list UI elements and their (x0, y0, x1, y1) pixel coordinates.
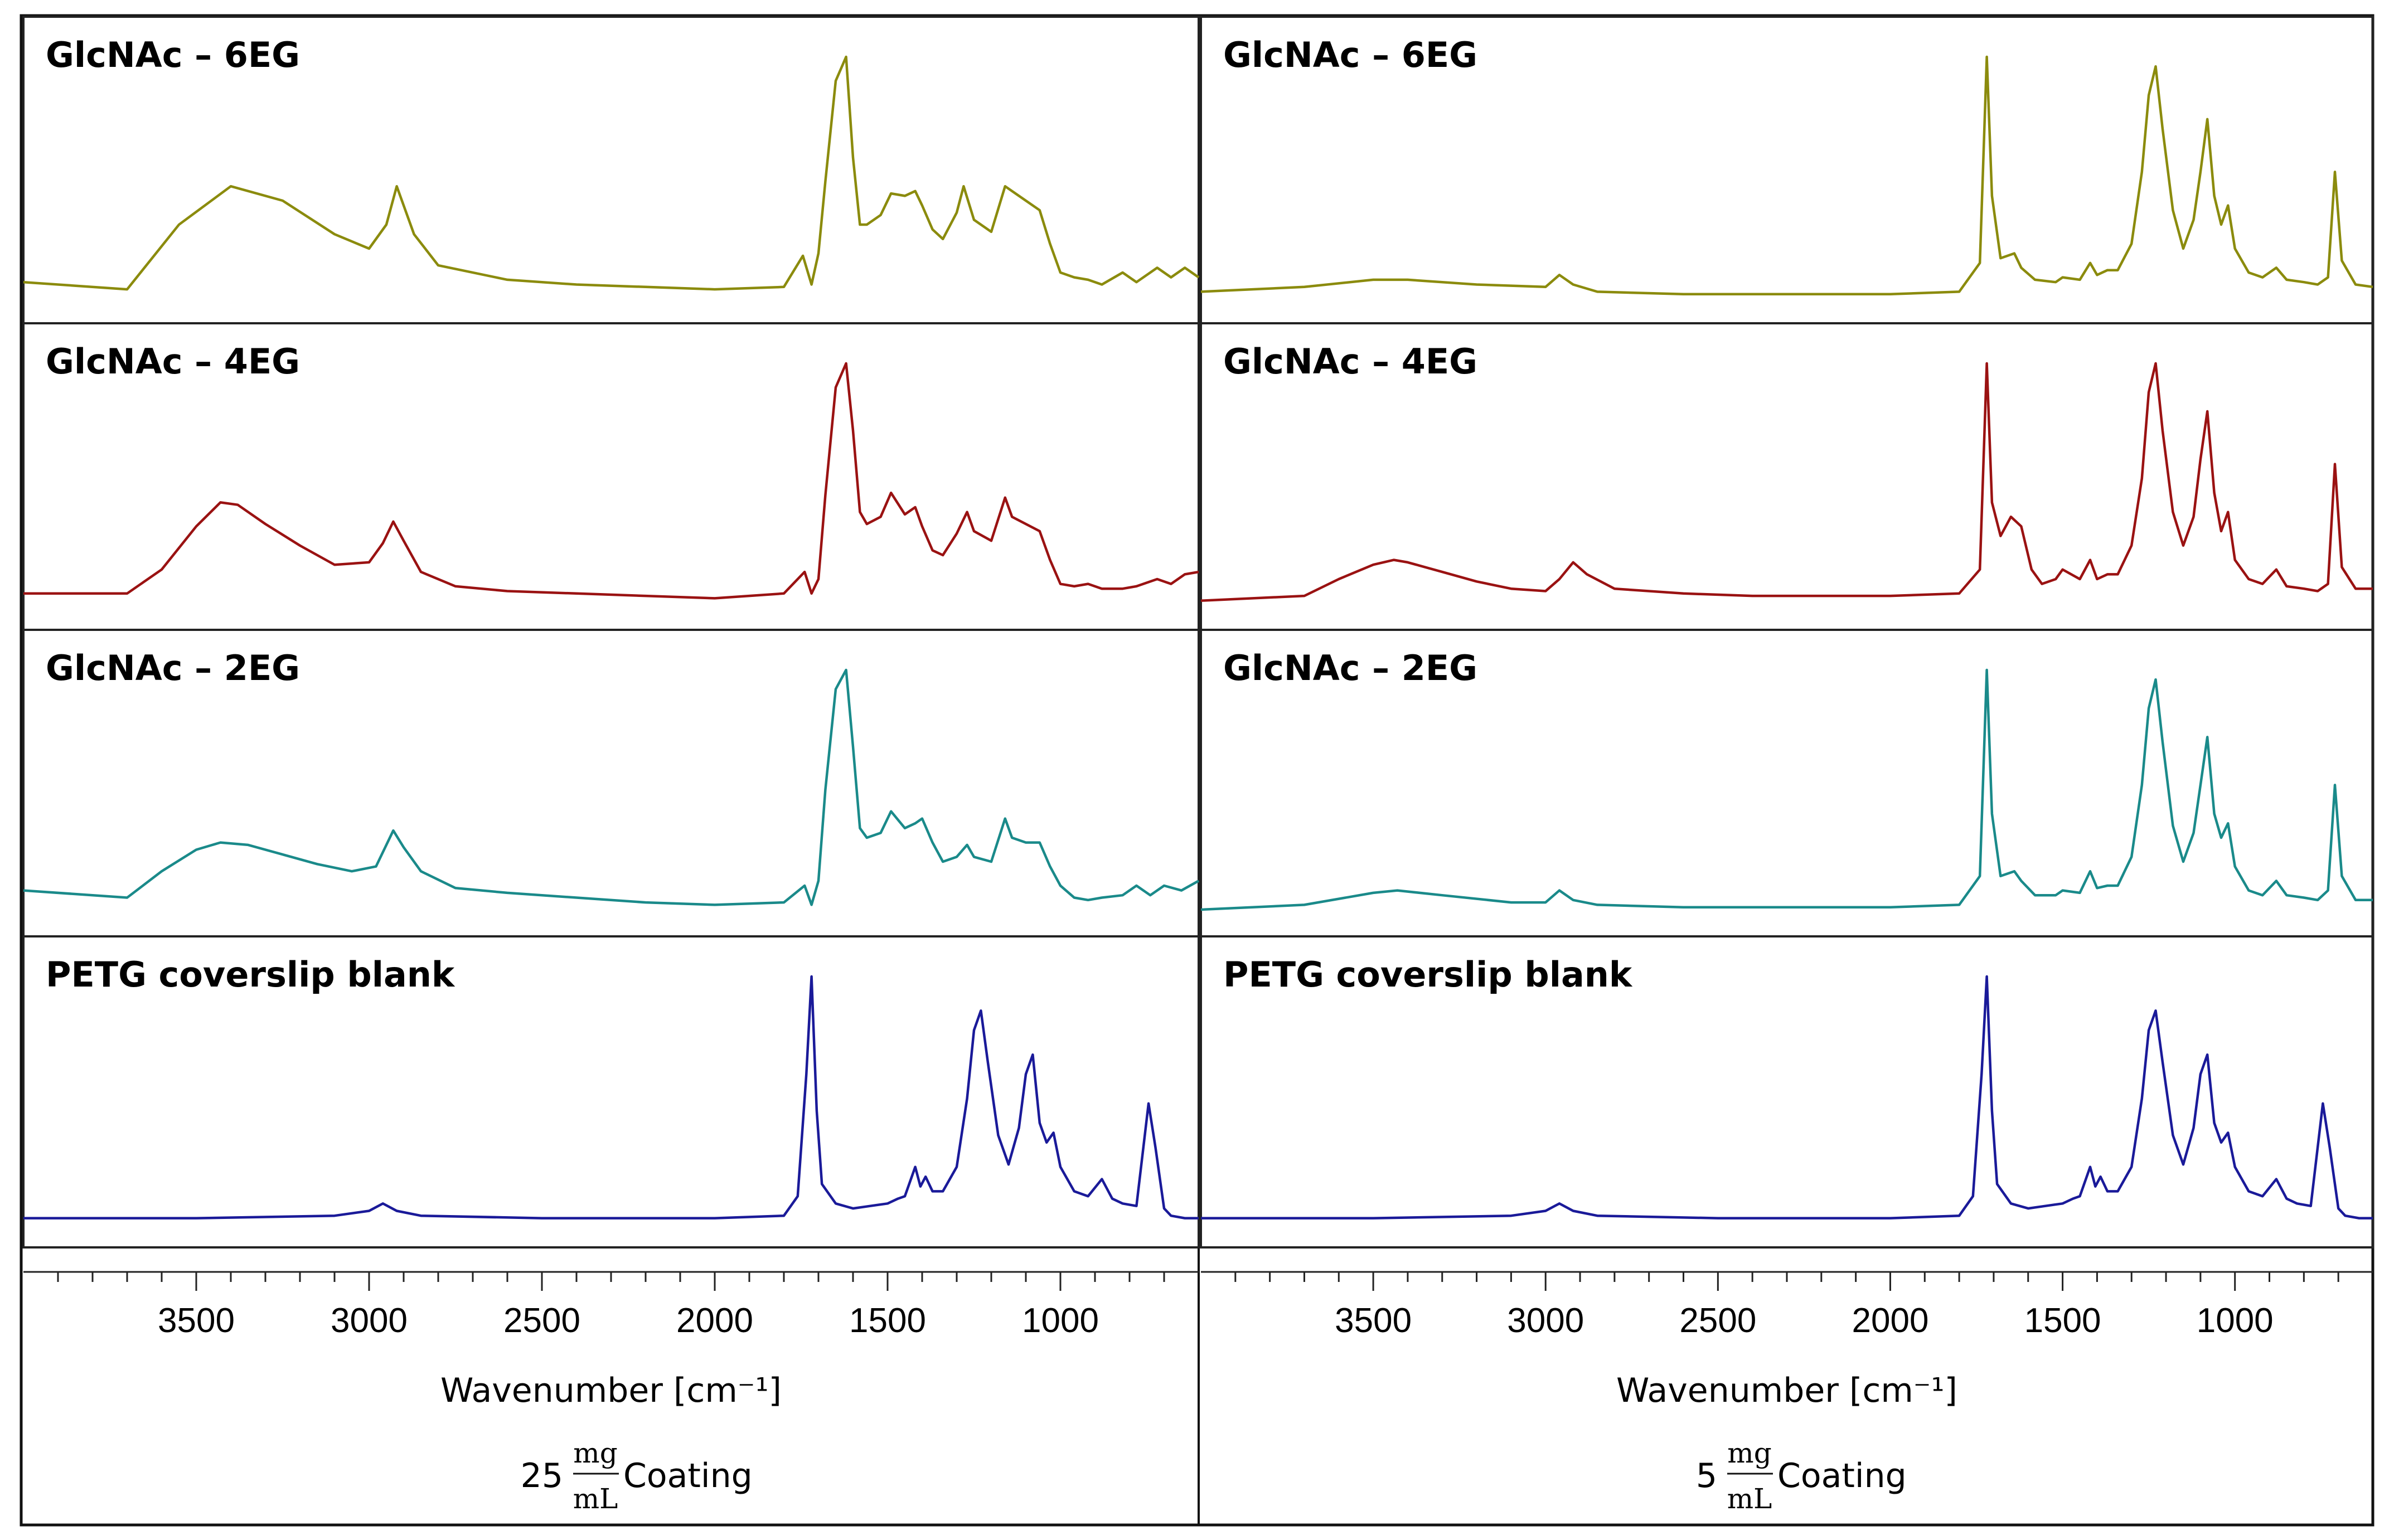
plot-layer: GlcNAc – 6EG GlcNAc – 4EG GlcNAc – 2EG PETG… (22, 16, 2374, 1515)
x-tick-label: 2000 (676, 1301, 753, 1340)
spectrum-line (23, 55, 1200, 291)
panel-label: GlcNAc – 2EG (46, 648, 300, 688)
x-tick-label: 1500 (2024, 1301, 2101, 1340)
spectrum-line (23, 975, 1199, 1220)
panel-label: GlcNAc – 4EG (46, 341, 300, 382)
panel-label: PETG coverslip blank (46, 954, 455, 995)
coating-word: Coating (623, 1456, 753, 1495)
spectrum-line (1201, 975, 2373, 1220)
x-tick-label: 3500 (158, 1301, 235, 1340)
x-tick-label: 3500 (1335, 1301, 1412, 1340)
spectrum-line (1200, 55, 2373, 295)
panel-frame (22, 935, 1200, 1248)
coating-unit-numerator: mg (1727, 1437, 1771, 1469)
coating-word: Coating (1777, 1456, 1907, 1495)
spectrum-line (23, 362, 1199, 600)
panel-label: GlcNAc – 6EG (1223, 35, 1477, 75)
x-axis-title: Wavenumber [cm⁻¹] (1616, 1371, 1957, 1410)
panel-label: GlcNAc – 2EG (1223, 648, 1477, 688)
x-tick-label: 2000 (1852, 1301, 1929, 1340)
x-tick-label: 1000 (2197, 1301, 2274, 1340)
x-tick-label: 1000 (1022, 1301, 1099, 1340)
spectrum-line (1200, 668, 2373, 911)
coating-value: 5 (1696, 1456, 1717, 1495)
x-tick-label: 3000 (331, 1301, 408, 1340)
x-tick-label: 3000 (1507, 1301, 1584, 1340)
spectrum-line (1200, 362, 2373, 602)
spectrum-line (23, 668, 1200, 906)
x-tick-label: 1500 (849, 1301, 926, 1340)
x-tick-label: 2500 (1679, 1301, 1756, 1340)
panel-frame (1200, 935, 2374, 1248)
coating-unit-numerator: mg (573, 1437, 617, 1469)
coating-unit-denominator: mL (1727, 1483, 1772, 1515)
x-tick-label: 2500 (503, 1301, 580, 1340)
coating-value: 25 (521, 1456, 563, 1495)
panel-label: PETG coverslip blank (1223, 954, 1633, 995)
x-axis-title: Wavenumber [cm⁻¹] (440, 1371, 782, 1410)
panel-label: GlcNAc – 6EG (46, 35, 300, 75)
panel-label: GlcNAc – 4EG (1223, 341, 1477, 382)
coating-unit-denominator: mL (573, 1483, 618, 1515)
